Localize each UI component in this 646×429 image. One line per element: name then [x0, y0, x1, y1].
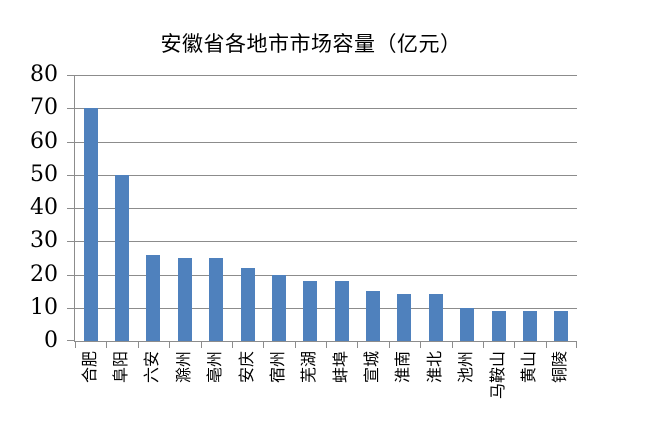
x-tick-label: 六安	[142, 351, 162, 384]
y-tick-label: 70	[30, 95, 58, 121]
x-tick-label: 铜陵	[550, 351, 570, 384]
gridline	[75, 108, 577, 110]
x-tick-label: 芜湖	[299, 351, 319, 384]
x-tick-label: 黄山	[518, 351, 538, 384]
y-tick-label: 30	[30, 228, 58, 254]
x-axis-tick	[545, 341, 547, 348]
y-tick-label: 60	[30, 128, 58, 154]
y-axis-tick	[67, 241, 74, 243]
bar	[115, 174, 130, 341]
y-axis-labels: 0 10 20 30 40 50 60 70 80	[0, 63, 66, 353]
x-axis-tick	[514, 341, 516, 348]
x-axis-tick	[451, 341, 453, 348]
x-axis-tick	[200, 341, 202, 348]
y-tick-label: 10	[30, 294, 58, 320]
x-axis-tick	[137, 341, 139, 348]
plot-area	[67, 75, 577, 348]
x-tick-label: 池州	[456, 351, 476, 384]
y-axis-tick	[67, 340, 74, 341]
bar	[397, 294, 412, 341]
bar	[209, 257, 224, 341]
x-axis-tick	[106, 341, 108, 348]
bar	[334, 281, 349, 341]
x-tick-label: 淮北	[424, 351, 444, 384]
gridline	[75, 174, 577, 176]
bar	[491, 311, 506, 341]
x-tick-label: 蚌埠	[330, 351, 350, 384]
x-axis-tick	[420, 341, 422, 348]
gridline	[75, 274, 577, 276]
y-axis-tick	[67, 274, 74, 276]
gridline	[75, 141, 577, 143]
y-axis-tick	[67, 75, 74, 76]
x-axis-tick	[326, 341, 327, 348]
y-tick-label: 20	[30, 261, 58, 287]
y-axis-tick	[67, 208, 74, 209]
x-tick-label: 宿州	[267, 351, 287, 384]
bar	[460, 307, 475, 341]
x-tick-label: 合肥	[79, 351, 99, 384]
bar	[83, 108, 98, 341]
x-axis-labels: 合肥 阜阳 六安 滁州 亳州 安庆 宿州 芜湖 蚌埠 宣城 淮南 淮北 池州 马鞍山 黄山 铜陵	[74, 351, 576, 429]
x-axis-tick	[75, 341, 76, 348]
gridline	[75, 208, 577, 209]
y-tick-label: 80	[30, 62, 58, 87]
bar	[271, 274, 286, 341]
y-tick-label: 50	[30, 161, 58, 187]
bar	[554, 311, 569, 341]
y-axis-tick	[67, 141, 74, 143]
x-tick-label: 亳州	[205, 351, 225, 384]
x-axis-tick	[263, 341, 265, 348]
bar	[428, 294, 443, 341]
x-axis-tick	[576, 341, 577, 348]
x-axis-tick	[482, 341, 484, 348]
bar	[522, 311, 537, 341]
bar	[303, 281, 318, 341]
gridline	[75, 241, 577, 243]
bar	[146, 254, 161, 341]
x-axis-tick	[388, 341, 390, 348]
x-axis-tick	[231, 341, 233, 348]
y-axis-tick	[67, 108, 74, 110]
y-axis-tick	[67, 307, 74, 309]
bar	[240, 267, 255, 341]
bar	[366, 291, 381, 341]
x-axis-tick	[357, 341, 359, 348]
bar	[177, 257, 192, 341]
chart-title: 安徽省各地市市场容量（亿元）	[160, 32, 462, 56]
x-axis-tick	[294, 341, 296, 348]
y-axis-tick	[67, 174, 74, 176]
x-tick-label: 滁州	[173, 351, 193, 384]
gridline	[75, 307, 577, 309]
gridline	[75, 75, 577, 76]
x-tick-label: 宣城	[362, 351, 382, 384]
x-tick-label: 安庆	[236, 351, 256, 384]
x-tick-label: 淮南	[393, 351, 413, 384]
y-tick-label: 40	[30, 195, 58, 220]
x-tick-label: 马鞍山	[487, 351, 507, 400]
y-tick-label: 0	[44, 328, 58, 353]
x-axis-tick	[169, 341, 171, 348]
x-tick-label: 阜阳	[111, 351, 131, 384]
